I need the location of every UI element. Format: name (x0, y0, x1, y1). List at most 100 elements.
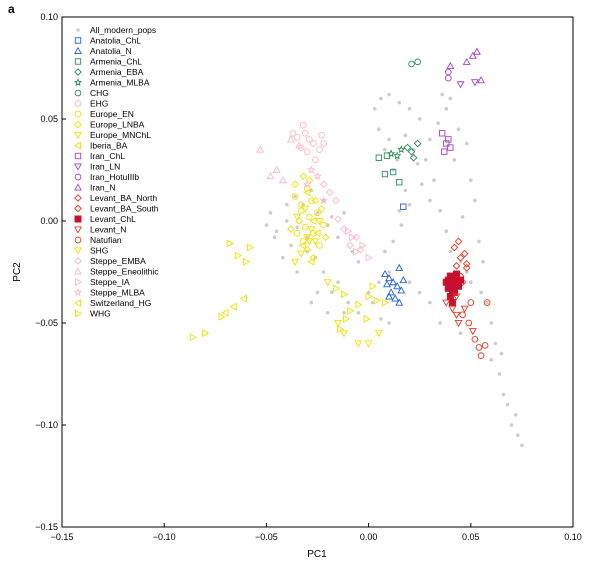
data-point (272, 165, 281, 174)
series-levant-ba-north (450, 237, 471, 268)
data-point (452, 293, 461, 301)
x-tick-label: −0.05 (255, 532, 278, 542)
data-point (289, 243, 293, 248)
data-point (387, 270, 391, 274)
data-point (415, 162, 420, 166)
data-point (407, 202, 412, 207)
data-point (460, 305, 469, 313)
data-point (462, 260, 471, 268)
data-point (377, 127, 381, 131)
y-tick-label: 0.05 (40, 114, 58, 124)
data-point (309, 253, 318, 262)
data-point (315, 290, 320, 295)
legend-label: SHG (90, 246, 108, 256)
data-point (387, 92, 391, 97)
legend-item: WHG (74, 309, 111, 319)
series-levant-n (442, 293, 477, 336)
legend-item: Steppe_EMBA (74, 256, 146, 266)
legend-item: SHG (74, 246, 108, 256)
data-point (452, 262, 461, 270)
data-point (332, 284, 341, 293)
data-point (330, 215, 334, 219)
data-point (397, 286, 406, 294)
data-point (428, 198, 432, 203)
data-point (385, 292, 394, 300)
legend-label: Armenia_EBA (90, 67, 144, 77)
legend-marker (73, 299, 82, 307)
data-point (299, 172, 308, 180)
legend-label: Armenia_ChL (90, 57, 142, 67)
data-point (312, 156, 319, 164)
x-tick-label: −0.10 (153, 532, 176, 542)
data-point (303, 234, 312, 242)
legend-item: Iberia_BA (73, 141, 128, 151)
data-point (446, 292, 454, 300)
legend-label: Armenia_MLBA (90, 78, 150, 88)
data-point (395, 298, 404, 306)
data-point (444, 276, 452, 284)
data-point (301, 205, 310, 213)
data-point (370, 300, 375, 305)
legend-label: Switzerland_HG (90, 298, 151, 308)
data-point (336, 235, 340, 240)
legend-marker (73, 141, 82, 150)
data-point (366, 290, 371, 295)
legend-marker (74, 267, 82, 275)
data-point (481, 260, 485, 264)
data-point (372, 107, 377, 111)
series-steppe-ia (345, 227, 373, 262)
legend-label: Natufian (90, 235, 122, 245)
data-point (448, 299, 456, 307)
data-point (403, 133, 408, 138)
legend: All_modern_popsAnatolia_ChLAnatolia_NArm… (73, 25, 159, 319)
legend-label: Levant_N (90, 225, 126, 235)
legend-label: Levant_BA_South (90, 204, 159, 214)
data-point (395, 158, 400, 162)
legend-label: WHG (90, 309, 111, 319)
legend-marker (74, 194, 82, 202)
data-point (448, 249, 453, 254)
data-point (447, 144, 454, 151)
legend-item: Iran_ChL (74, 151, 125, 161)
data-point (375, 154, 382, 161)
data-point (247, 243, 255, 252)
series-iran-chl (439, 130, 454, 155)
data-point (356, 311, 361, 315)
legend-item: Armenia_ChL (74, 57, 142, 67)
series-natufian (459, 299, 491, 359)
data-point (473, 198, 477, 203)
legend-item: CHG (74, 88, 109, 98)
series-anatolia-chl (400, 203, 407, 210)
legend-marker (74, 215, 82, 223)
legend-item: All_modern_pops (76, 25, 156, 35)
data-point (485, 300, 489, 305)
data-point (218, 312, 226, 321)
data-point (452, 270, 460, 278)
legend-marker (74, 120, 82, 129)
data-point (467, 299, 475, 306)
data-point (444, 68, 452, 76)
data-point (428, 137, 432, 142)
data-point (189, 333, 197, 342)
data-point (386, 149, 396, 158)
series-steppe-mlba (303, 165, 328, 205)
data-point (301, 129, 309, 137)
data-point (439, 130, 446, 137)
y-tick-label: 0.00 (40, 216, 58, 226)
legend-label: Steppe_MLBA (90, 288, 145, 298)
data-point (239, 294, 247, 303)
data-point (470, 79, 479, 87)
data-point (389, 278, 398, 286)
data-point (295, 270, 299, 274)
data-point (234, 251, 242, 260)
legend-marker (74, 131, 82, 140)
data-point (383, 280, 391, 288)
data-point (391, 239, 395, 244)
data-point (350, 249, 355, 254)
data-point (309, 188, 314, 193)
series-layer (189, 47, 524, 448)
data-point (399, 223, 404, 227)
data-point (315, 217, 324, 226)
data-point (325, 311, 330, 315)
data-point (305, 136, 313, 143)
